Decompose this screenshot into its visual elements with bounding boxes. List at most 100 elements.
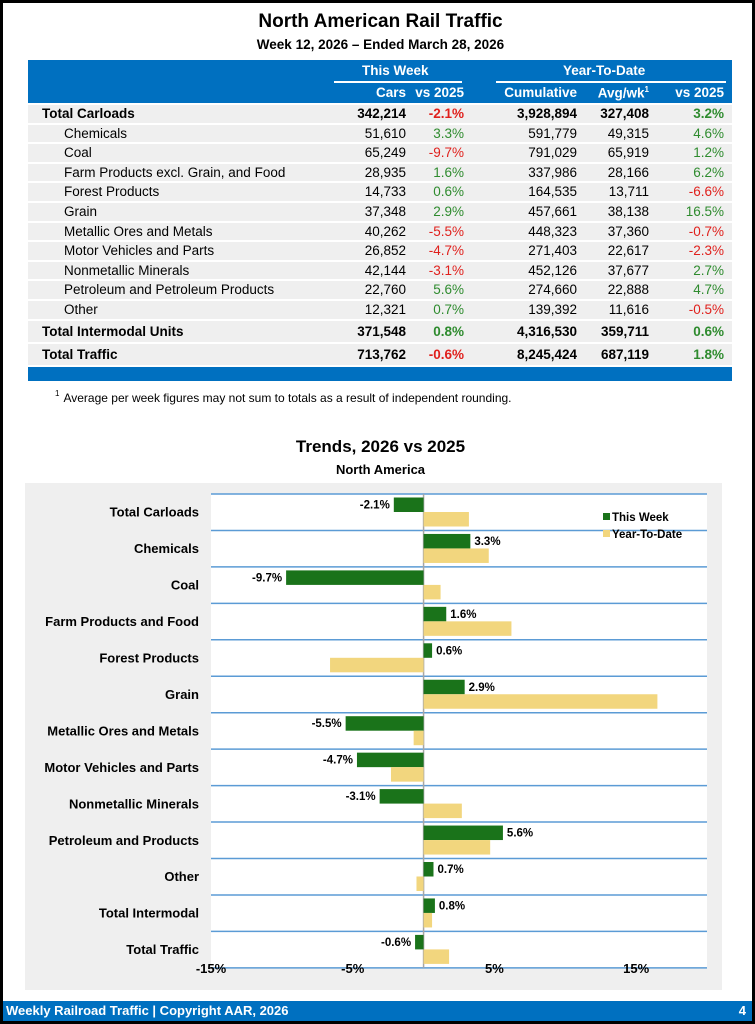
cell-cumulative: 3,928,894 — [516, 106, 577, 121]
category-label: Grain — [165, 687, 199, 702]
cell-ytd-vs: -2.3% — [688, 243, 724, 259]
cell-avg-week: 38,138 — [607, 203, 649, 219]
data-label-this-week: 1.6% — [450, 609, 476, 621]
footnote: 1 Average per week figures may not sum to… — [55, 389, 512, 405]
cell-cars: 42,144 — [364, 262, 406, 278]
cell-week-vs: 0.8% — [433, 323, 464, 339]
bar-ytd — [423, 584, 441, 600]
cell-cumulative: 452,126 — [528, 262, 577, 278]
cell-ytd-vs: 1.2% — [693, 145, 724, 161]
cell-ytd-vs: 2.7% — [693, 262, 724, 278]
cell-week-vs: 2.9% — [433, 203, 464, 219]
category-label: Motor Vehicles and Parts — [44, 760, 199, 775]
table-row: Coal 65,249 -9.7% 791,029 65,919 1.2% — [28, 142, 732, 162]
footer-text: Weekly Railroad Traffic | Copyright AAR,… — [6, 1003, 289, 1018]
legend-swatch-this-week — [603, 513, 610, 520]
x-tick-label: -5% — [341, 961, 365, 976]
bar-ytd — [423, 803, 462, 819]
cell-avg-week: 37,360 — [607, 223, 649, 239]
cell-ytd-vs: -0.7% — [688, 223, 724, 239]
cell-week-vs: 1.6% — [433, 164, 464, 180]
category-label: Total Traffic — [126, 942, 199, 957]
cell-ytd-vs: 1.8% — [693, 346, 724, 362]
cell-week-vs: 5.6% — [433, 282, 464, 298]
table-row: Forest Products 14,733 0.6% 164,535 13,711 -6… — [28, 181, 732, 201]
row-label: Other — [64, 301, 98, 317]
bar-this-week — [423, 643, 433, 658]
table-header: This Week Year-To-Date Cars vs 2025 Cumu… — [28, 60, 732, 103]
category-label: Total Carloads — [110, 505, 199, 520]
table-row: Nonmetallic Minerals 42,144 -3.1% 452,126 37… — [28, 259, 732, 280]
cell-cumulative: 457,661 — [528, 203, 577, 219]
cell-cumulative: 271,403 — [528, 243, 577, 259]
row-label: Total Intermodal Units — [42, 323, 184, 339]
data-label-this-week: 0.7% — [437, 864, 463, 876]
category-label: Coal — [171, 578, 199, 593]
bar-ytd — [423, 840, 491, 855]
cell-avg-week: 28,166 — [607, 164, 649, 180]
col-header-cumulative: Cumulative — [504, 85, 577, 100]
group-underline-ytd — [496, 81, 726, 83]
legend-label-ytd: Year-To-Date — [612, 529, 682, 541]
cell-ytd-vs: 6.2% — [693, 164, 724, 180]
cell-cumulative: 164,535 — [528, 184, 577, 200]
cell-cars: 371,548 — [357, 323, 406, 339]
cell-avg-week: 11,616 — [608, 301, 649, 317]
trend-bar-chart: Total Carloads -2.1% Chemicals 3.3% Coal -9.7… — [44, 493, 707, 976]
cell-cumulative: 139,392 — [528, 301, 577, 317]
row-label: Chemicals — [64, 125, 128, 141]
table-row: Total Carloads 342,214 -2.1% 3,928,894 327,4… — [28, 103, 732, 123]
bar-this-week — [423, 898, 435, 913]
cell-cars: 713,762 — [357, 346, 406, 362]
row-label: Farm Products excl. Grain, and Food — [64, 164, 286, 180]
footer-bar: Weekly Railroad Traffic | Copyright AAR,… — [3, 1001, 752, 1021]
category-label: Metallic Ores and Metals — [47, 723, 199, 738]
bar-this-week — [415, 934, 424, 950]
cell-week-vs: 0.6% — [433, 184, 464, 200]
col-header-vs: vs 2025 — [415, 85, 464, 100]
data-label-this-week: 5.6% — [507, 828, 533, 840]
bar-ytd — [423, 512, 469, 527]
bar-this-week — [356, 752, 424, 768]
cell-avg-week: 37,677 — [607, 262, 649, 278]
cell-ytd-vs: 4.6% — [693, 125, 724, 141]
col-header-ytd-vs: vs 2025 — [675, 85, 724, 100]
chart-subtitle: North America — [335, 462, 426, 477]
cell-ytd-vs: 4.7% — [693, 282, 724, 298]
table-row: Other 12,321 0.7% 139,392 11,616 -0.5% — [28, 298, 732, 319]
bar-ytd — [413, 730, 424, 746]
cell-avg-week: 687,119 — [600, 346, 649, 362]
category-label: Petroleum and Products — [49, 833, 199, 848]
cell-cumulative: 591,779 — [528, 125, 577, 141]
bar-ytd — [423, 548, 489, 563]
x-tick-label: 5% — [485, 961, 504, 976]
cell-week-vs: -2.1% — [428, 106, 464, 121]
footnote-marker: 1 — [55, 389, 60, 398]
page: North American Rail Traffic Week 12, 202… — [3, 3, 752, 1021]
cell-cumulative: 274,660 — [528, 282, 577, 298]
cell-cars: 26,852 — [364, 243, 406, 259]
col-header-cars: Cars — [375, 85, 406, 100]
legend-label-this-week: This Week — [612, 512, 669, 524]
bar-this-week — [423, 606, 447, 622]
cell-cumulative: 8,245,424 — [516, 346, 577, 362]
row-label: Grain — [64, 203, 98, 219]
cell-cars: 14,733 — [364, 184, 406, 200]
bar-ytd — [416, 876, 424, 891]
table-row: Chemicals 51,610 3.3% 591,779 49,315 4.6% — [28, 122, 732, 143]
page-subtitle: Week 12, 2026 – Ended March 28, 2026 — [256, 37, 505, 52]
bar-ytd — [423, 949, 450, 964]
table-row: Petroleum and Petroleum Products 22,760 5.… — [28, 279, 732, 299]
cell-cars: 37,348 — [364, 203, 406, 219]
category-label: Other — [164, 869, 199, 884]
table-row: Total Traffic 713,762 -0.6% 8,245,424 687,11… — [28, 341, 732, 365]
cell-cars: 12,321 — [364, 301, 406, 317]
col-header-avg: Avg/wk1 — [598, 85, 649, 101]
category-label: Forest Products — [99, 651, 199, 666]
row-label: Metallic Ores and Metals — [64, 223, 213, 239]
cell-avg-week: 22,617 — [607, 243, 649, 259]
data-label-this-week: 0.8% — [439, 900, 465, 912]
bar-this-week — [423, 862, 434, 877]
category-label: Total Intermodal — [99, 906, 199, 921]
data-label-this-week: -3.1% — [346, 791, 376, 803]
